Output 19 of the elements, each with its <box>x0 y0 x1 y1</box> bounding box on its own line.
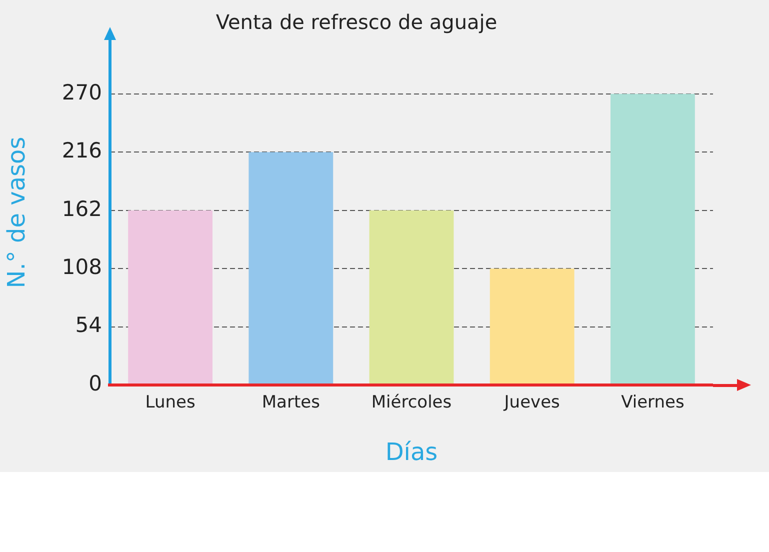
x-tick-label: Martes <box>262 392 320 413</box>
x-tick-label: Miércoles <box>371 392 452 413</box>
y-tick-label: 108 <box>62 255 102 280</box>
y-axis-title: N.° de vasos <box>2 136 31 288</box>
bar <box>369 210 454 384</box>
bar <box>248 152 334 384</box>
y-tick-label: 0 <box>88 371 102 396</box>
bar <box>490 268 574 384</box>
y-tick-label: 216 <box>62 138 102 163</box>
y-tick-label: 270 <box>62 80 102 104</box>
bar <box>128 210 213 384</box>
x-tick-label: Jueves <box>503 392 560 413</box>
y-tick-label: 162 <box>62 196 102 221</box>
x-tick-label: Viernes <box>621 392 684 413</box>
chart-title: Venta de refresco de aguaje <box>216 10 498 34</box>
x-tick-label: Lunes <box>145 392 196 413</box>
bar <box>610 94 695 384</box>
y-tick-label: 54 <box>75 313 102 338</box>
x-axis-title: Días <box>385 438 438 466</box>
